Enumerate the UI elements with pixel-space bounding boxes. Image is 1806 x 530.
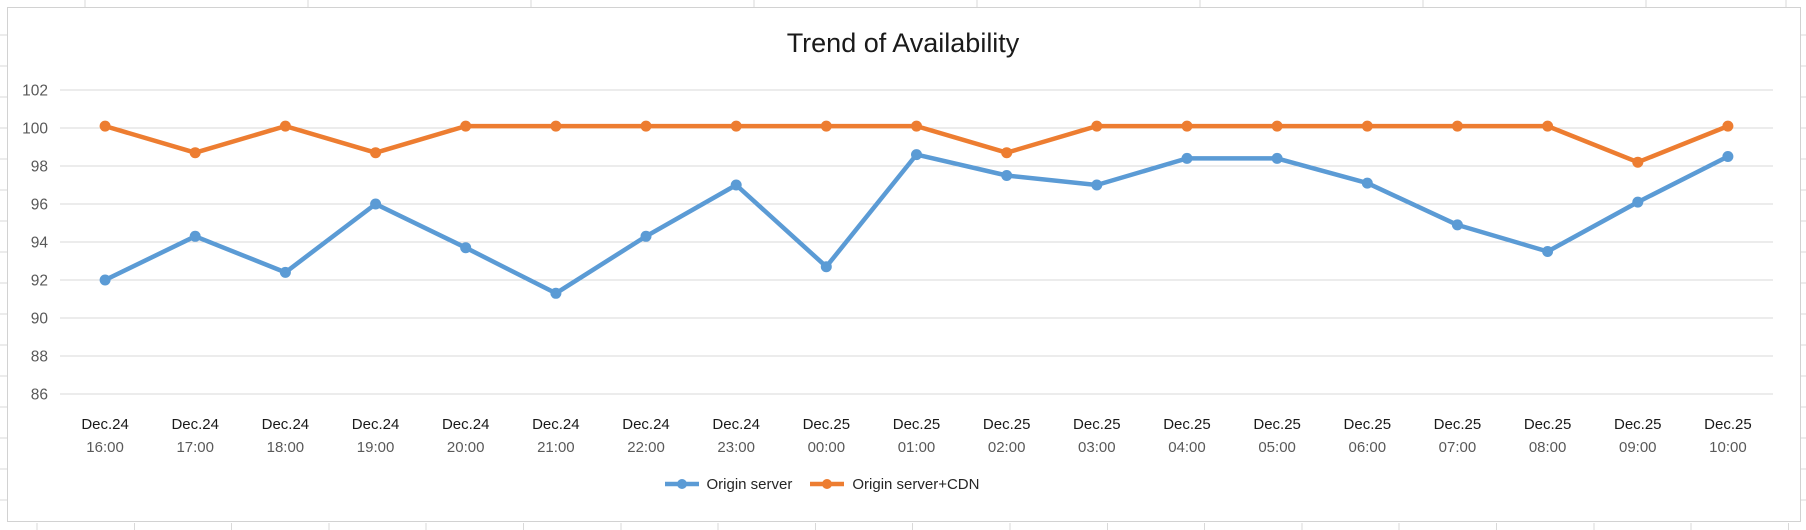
chart-title: Trend of Availability	[786, 28, 1020, 58]
legend-line-marker-icon	[664, 479, 699, 489]
legend-item-origin-server[interactable]: Origin server	[664, 475, 793, 493]
legend-label: Origin server	[706, 475, 793, 493]
legend-item-origin-server-cdn[interactable]: Origin server+CDN	[810, 476, 979, 493]
chart-legend: Origin server Origin server+CDN	[7, 470, 1637, 498]
legend-line-marker-icon	[810, 479, 845, 489]
chart-object[interactable]	[7, 7, 1801, 522]
legend-label: Origin server+CDN	[852, 475, 980, 493]
